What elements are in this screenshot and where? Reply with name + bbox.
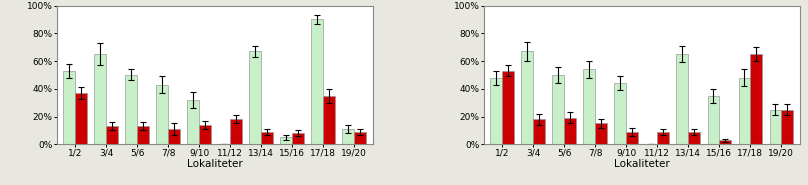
Bar <box>168 129 180 144</box>
Bar <box>553 75 564 144</box>
Bar <box>583 69 595 144</box>
Bar <box>323 96 335 144</box>
X-axis label: Lokaliteter: Lokaliteter <box>614 159 670 169</box>
Bar <box>769 110 781 144</box>
Bar <box>187 100 200 144</box>
Bar <box>280 137 292 144</box>
Bar <box>564 118 576 144</box>
Bar <box>63 71 75 144</box>
Bar <box>125 75 137 144</box>
Bar <box>200 125 211 144</box>
Bar <box>137 126 149 144</box>
Bar <box>354 132 366 144</box>
Bar <box>292 133 304 144</box>
X-axis label: Lokaliteter: Lokaliteter <box>187 159 242 169</box>
Bar <box>230 119 242 144</box>
Bar <box>490 78 503 144</box>
Bar <box>533 119 545 144</box>
Bar <box>657 132 669 144</box>
Bar <box>739 78 751 144</box>
Bar <box>708 96 719 144</box>
Bar <box>626 132 638 144</box>
Bar <box>614 83 626 144</box>
Bar <box>261 132 273 144</box>
Bar <box>751 54 762 144</box>
Bar <box>157 85 168 144</box>
Bar <box>719 140 731 144</box>
Bar <box>503 71 514 144</box>
Bar <box>311 19 323 144</box>
Bar <box>343 129 354 144</box>
Bar <box>106 126 118 144</box>
Bar <box>595 124 607 144</box>
Bar <box>781 110 793 144</box>
Bar <box>95 54 106 144</box>
Bar <box>676 54 688 144</box>
Bar <box>250 51 261 144</box>
Bar <box>75 93 87 144</box>
Bar <box>521 51 533 144</box>
Bar <box>688 132 700 144</box>
